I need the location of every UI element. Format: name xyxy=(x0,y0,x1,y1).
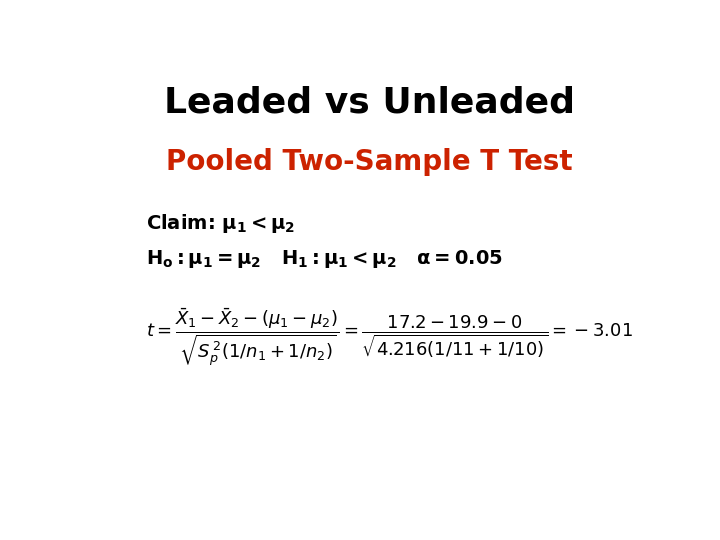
Text: Pooled Two-Sample T Test: Pooled Two-Sample T Test xyxy=(166,148,572,176)
Text: Claim: $\mathbf{\mu_1 < \mu_2}$: Claim: $\mathbf{\mu_1 < \mu_2}$ xyxy=(145,212,295,235)
Text: $t = \dfrac{\bar{X}_1 - \bar{X}_2 - (\mu_1 - \mu_2)}{\sqrt{S_p^{\,2}(1/n_1 + 1/n: $t = \dfrac{\bar{X}_1 - \bar{X}_2 - (\mu… xyxy=(145,306,633,368)
Text: $\mathbf{H_o : \mu_1 = \mu_2}$   $\mathbf{H_1 : \mu_1 < \mu_2}$   $\mathbf{\alph: $\mathbf{H_o : \mu_1 = \mu_2}$ $\mathbf{… xyxy=(145,248,503,270)
Text: Leaded vs Unleaded: Leaded vs Unleaded xyxy=(163,85,575,119)
